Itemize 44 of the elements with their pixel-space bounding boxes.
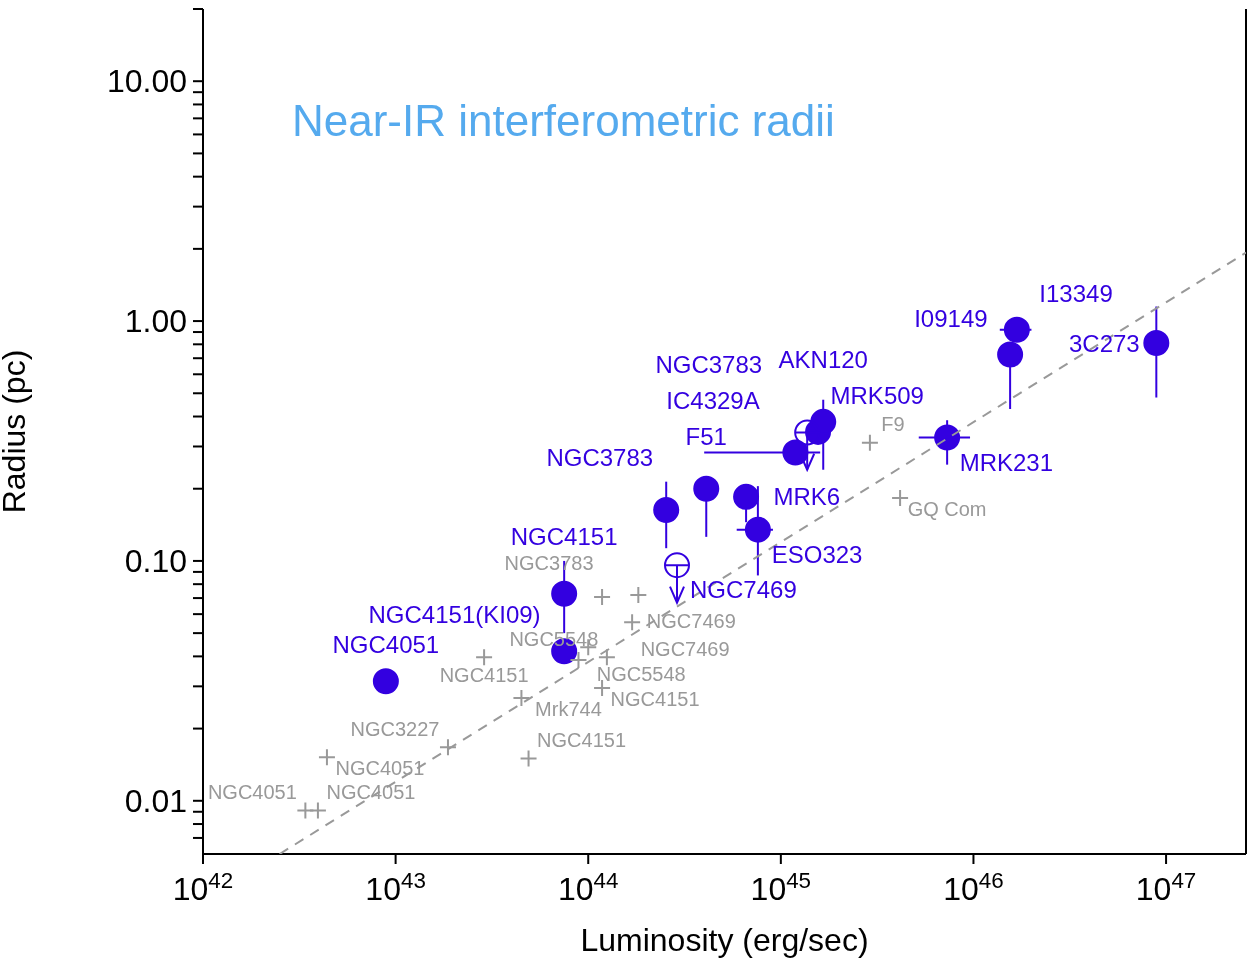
annotation: NGC5548 — [596, 662, 686, 685]
annotation: NGC7469 — [690, 576, 797, 604]
annotation: NGC4051 — [332, 631, 440, 659]
annotation: NGC3783 — [546, 443, 654, 471]
y-tick-label: 10.00 — [106, 63, 187, 100]
annotation: I09149 — [914, 304, 988, 332]
annotation: ESO323 — [771, 540, 863, 568]
x-tick-label: 10$^{44}$ — [557, 867, 619, 907]
annotation: NGC3783 — [655, 350, 763, 378]
annotation: NGC4051 — [207, 781, 297, 804]
annotation: NGC7469 — [646, 610, 736, 633]
x-axis-title: Luminosity (erg/sec) — [580, 922, 869, 958]
annotation: NGC4151 — [439, 663, 529, 686]
text: Near-IR interferometric radii — [292, 96, 835, 146]
annotation: NGC4151 — [510, 522, 618, 550]
y-tick-label: 0.10 — [124, 542, 187, 579]
annotation: IC4329A — [666, 386, 760, 414]
annotation: NGC4151 — [610, 687, 700, 710]
annotation: F51 — [685, 422, 727, 450]
x-tick-label: 10$^{43}$ — [365, 867, 426, 907]
annotation: MRK509 — [830, 381, 924, 409]
annotation: NGC4151(KI09) — [368, 601, 541, 629]
annotation: MRK231 — [959, 448, 1054, 476]
x-tick-label: 10$^{42}$ — [172, 867, 234, 907]
annotation: NGC3227 — [350, 718, 440, 741]
annotation: NGC4151 — [537, 729, 627, 752]
x-tick-label: 10$^{46}$ — [943, 867, 1004, 907]
annotation: AKN120 — [778, 345, 868, 373]
x-tick-label: 10$^{45}$ — [750, 867, 812, 907]
annotation: NGC3783 — [504, 551, 594, 574]
annotation: GQ Com — [907, 497, 987, 520]
y-tick-label: 1.00 — [124, 303, 187, 340]
annotation: NGC7469 — [640, 637, 730, 660]
annotation: MRK6 — [773, 483, 841, 511]
annotation: NGC4051 — [335, 756, 425, 779]
x-tick-label: 10$^{47}$ — [1135, 867, 1197, 907]
annotation: I13349 — [1039, 279, 1113, 307]
annotation: NGC5548 — [509, 627, 599, 650]
annotation: 3C273 — [1068, 329, 1140, 357]
y-axis-title: Radius (pc) — [0, 349, 33, 514]
annotation: F9 — [881, 413, 905, 436]
annotation: NGC4051 — [326, 781, 416, 804]
annotation: Mrk744 — [535, 697, 602, 720]
y-tick-label: 0.01 — [124, 782, 187, 819]
